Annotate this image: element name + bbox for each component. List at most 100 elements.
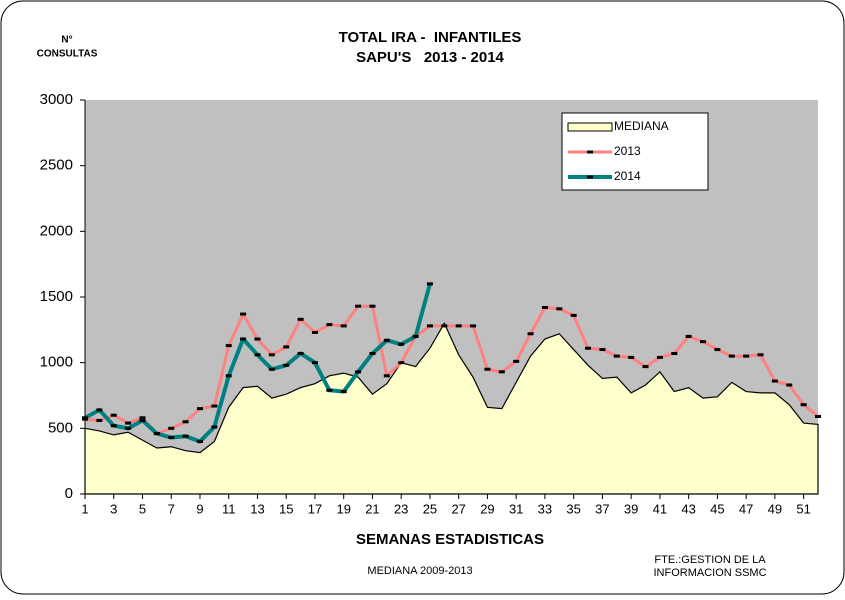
y-tick-label: 1500: [40, 288, 73, 305]
legend-label: 2014: [614, 169, 641, 183]
point-marker: [283, 345, 290, 349]
x-tick-label: 7: [168, 501, 175, 516]
point-marker: [211, 425, 218, 429]
source-note: INFORMACION SSMC: [653, 567, 766, 579]
point-marker: [125, 426, 132, 430]
legend-label: MEDIANA: [614, 119, 669, 133]
point-marker: [728, 354, 735, 358]
chart-subtitle: SAPU'S 2013 - 2014: [356, 49, 504, 66]
point-marker: [254, 353, 261, 357]
point-marker: [815, 415, 821, 419]
point-marker: [470, 324, 477, 328]
point-marker: [642, 365, 649, 369]
point-marker: [139, 416, 146, 420]
point-marker: [383, 374, 390, 378]
point-marker: [455, 324, 462, 328]
point-marker: [671, 351, 678, 355]
point-marker: [757, 353, 764, 357]
point-marker: [110, 413, 117, 417]
x-tick-label: 21: [365, 501, 379, 516]
point-marker: [355, 304, 362, 308]
point-marker: [743, 354, 750, 358]
point-marker: [225, 374, 232, 378]
point-marker: [297, 317, 304, 321]
point-marker: [268, 353, 275, 357]
y-tick-label: 2000: [40, 222, 73, 239]
point-marker: [570, 313, 577, 317]
point-marker: [599, 348, 606, 352]
x-tick-label: 25: [423, 501, 437, 516]
point-marker: [283, 363, 290, 367]
point-marker: [484, 367, 491, 371]
point-marker: [240, 337, 247, 341]
point-marker: [182, 434, 189, 438]
y-axis-label: CONSULTAS: [37, 49, 98, 60]
point-marker: [254, 337, 261, 341]
point-marker: [714, 348, 721, 352]
point-marker: [326, 323, 333, 327]
point-marker: [383, 338, 390, 342]
x-tick-label: 13: [250, 501, 264, 516]
point-marker: [426, 324, 433, 328]
point-marker: [153, 432, 160, 436]
x-tick-label: 33: [538, 501, 552, 516]
point-marker: [125, 421, 132, 425]
point-marker: [182, 420, 189, 424]
point-marker: [656, 355, 663, 359]
y-tick-label: 3000: [40, 91, 73, 108]
x-tick-label: 43: [681, 501, 695, 516]
point-marker: [369, 351, 376, 355]
x-tick-label: 35: [566, 501, 580, 516]
x-tick-label: 39: [624, 501, 638, 516]
x-tick-label: 23: [394, 501, 408, 516]
point-marker: [168, 436, 175, 440]
point-marker: [771, 379, 778, 383]
point-marker: [139, 418, 146, 422]
point-marker: [297, 351, 304, 355]
point-marker: [398, 342, 405, 346]
x-tick-label: 45: [710, 501, 724, 516]
legend-label: 2013: [614, 144, 641, 158]
point-marker: [355, 370, 362, 374]
x-tick-label: 29: [480, 501, 494, 516]
source-note: FTE.:GESTION DE LA: [654, 554, 766, 566]
x-tick-label: 1: [81, 501, 88, 516]
point-marker: [211, 404, 218, 408]
point-marker: [96, 418, 103, 422]
x-tick-label: 51: [796, 501, 810, 516]
point-marker: [340, 324, 347, 328]
legend-marker: [587, 150, 593, 154]
point-marker: [426, 282, 433, 286]
point-marker: [685, 334, 692, 338]
legend-marker: [587, 175, 593, 179]
point-marker: [628, 355, 635, 359]
x-tick-label: 41: [653, 501, 667, 516]
point-marker: [786, 383, 793, 387]
point-marker: [498, 370, 505, 374]
note: MEDIANA 2009-2013: [367, 565, 472, 577]
x-tick-label: 17: [308, 501, 322, 516]
point-marker: [311, 361, 318, 365]
point-marker: [412, 334, 419, 338]
point-marker: [541, 306, 548, 310]
point-marker: [441, 324, 448, 328]
x-axis-label: SEMANAS ESTADISTICAS: [356, 531, 544, 548]
x-tick-label: 37: [595, 501, 609, 516]
series-line: [84, 304, 819, 436]
point-marker: [585, 346, 592, 350]
point-marker: [398, 361, 405, 365]
y-axis-label: N°: [61, 35, 72, 46]
point-marker: [311, 330, 318, 334]
point-marker: [196, 407, 203, 411]
chart-title: TOTAL IRA - INFANTILES: [339, 29, 522, 46]
y-tick-label: 500: [48, 419, 73, 436]
x-tick-label: 19: [336, 501, 350, 516]
x-tick-label: 11: [222, 501, 236, 516]
legend-swatch: [567, 122, 613, 132]
point-marker: [96, 408, 103, 412]
point-marker: [110, 424, 117, 428]
point-marker: [326, 388, 333, 392]
point-marker: [527, 332, 534, 336]
median-area: [84, 321, 819, 495]
